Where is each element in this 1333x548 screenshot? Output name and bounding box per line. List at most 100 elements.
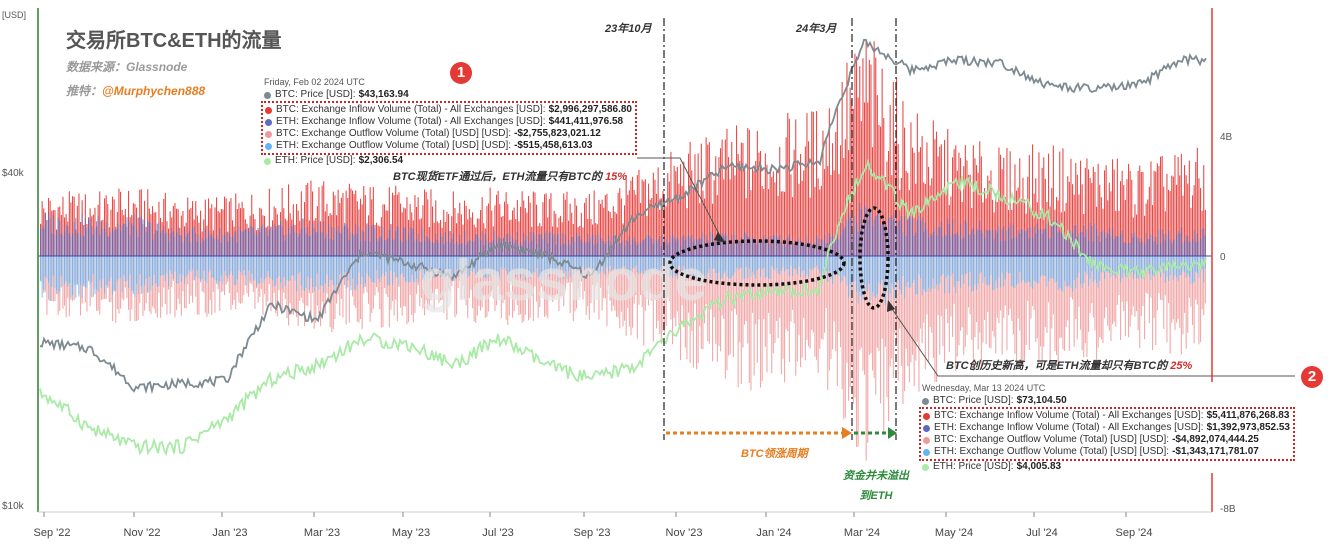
eth-outflow-bar [956, 256, 958, 282]
btc-inflow-bar [1142, 172, 1144, 256]
btc-outflow-bar [660, 256, 662, 344]
eth-outflow-bar [654, 256, 656, 273]
eth-inflow-bar [412, 229, 414, 256]
eth-inflow-bar [1131, 233, 1133, 256]
eth-outflow-bar [49, 256, 51, 302]
btc-outflow-bar [723, 256, 725, 319]
btc-inflow-bar [1009, 151, 1011, 256]
eth-outflow-bar [137, 256, 139, 295]
btc-outflow-bar [294, 256, 296, 310]
btc-inflow-bar [281, 188, 283, 256]
eth-outflow-bar [731, 256, 733, 278]
tooltip-value: -$515,458,613.03 [514, 140, 593, 151]
btc-outflow-bar [470, 256, 472, 290]
eth-outflow-bar [460, 256, 462, 273]
eth-outflow-bar [977, 256, 979, 284]
btc-inflow-bar [988, 180, 990, 256]
btc-inflow-bar [521, 191, 523, 256]
eth-outflow-bar [939, 256, 941, 284]
eth-inflow-bar [1161, 229, 1163, 256]
btc-outflow-bar [699, 256, 701, 327]
eth-inflow-bar [1204, 235, 1206, 256]
btc-outflow-bar [796, 256, 798, 362]
eth-outflow-bar [380, 256, 382, 277]
eth-outflow-bar [761, 256, 763, 270]
btc-outflow-bar [456, 256, 458, 315]
eth-inflow-bar [961, 239, 963, 256]
btc-outflow-bar [1009, 256, 1011, 309]
eth-outflow-bar [974, 256, 976, 285]
btc-inflow-bar [500, 216, 502, 256]
btc-outflow-bar [99, 256, 101, 315]
btc-outflow-bar [371, 256, 373, 313]
eth-inflow-bar [644, 238, 646, 256]
eth-outflow-bar [625, 256, 627, 274]
eth-outflow-bar [305, 256, 307, 288]
eth-inflow-bar [486, 239, 488, 256]
btc-inflow-bar [787, 112, 789, 256]
btc-outflow-bar [916, 256, 918, 342]
btc-outflow-bar [1196, 256, 1198, 305]
eth-inflow-bar [56, 229, 58, 256]
btc-outflow-bar [1092, 256, 1094, 318]
eth-outflow-bar [430, 256, 432, 272]
btc-outflow-bar [1184, 256, 1186, 313]
eth-inflow-bar [652, 244, 654, 256]
eth-outflow-bar [788, 256, 790, 277]
eth-outflow-bar [99, 256, 101, 281]
eth-inflow-bar [251, 227, 253, 256]
eth-outflow-bar [752, 256, 754, 272]
btc-inflow-bar [459, 202, 461, 256]
eth-inflow-bar [145, 231, 147, 256]
eth-outflow-bar [598, 256, 600, 278]
btc-inflow-bar [763, 188, 765, 256]
btc-inflow-bar [648, 183, 650, 256]
eth-inflow-bar [577, 236, 579, 256]
eth-inflow-bar [920, 221, 922, 256]
eth-outflow-bar [795, 256, 797, 270]
eth-outflow-bar [627, 256, 629, 270]
eth-inflow-bar [548, 232, 550, 256]
btc-inflow-bar [860, 121, 862, 256]
eth-inflow-bar [243, 230, 245, 256]
eth-outflow-bar [345, 256, 347, 289]
eth-inflow-bar [600, 237, 602, 256]
eth-inflow-bar [497, 236, 499, 256]
btc-outflow-bar [414, 256, 416, 314]
btc-outflow-bar [316, 256, 318, 306]
btc-outflow-bar [1126, 256, 1128, 302]
eth-inflow-bar [1134, 232, 1136, 256]
btc-inflow-bar [980, 156, 982, 256]
eth-outflow-bar [1161, 256, 1163, 269]
btc-inflow-bar [812, 111, 814, 257]
eth-inflow-bar [1177, 231, 1179, 256]
eth-inflow-bar [449, 242, 451, 256]
btc-outflow-bar [838, 256, 840, 332]
eth-outflow-bar [115, 256, 117, 291]
eth-outflow-bar [878, 256, 880, 284]
eth-inflow-bar [793, 243, 795, 256]
eth-outflow-bar [187, 256, 189, 275]
btc-outflow-bar [947, 256, 949, 324]
eth-inflow-bar [873, 219, 875, 256]
eth-inflow-bar [121, 225, 123, 256]
btc-inflow-bar [190, 207, 192, 256]
eth-outflow-bar [609, 256, 611, 266]
btc-outflow-bar [945, 256, 947, 310]
eth-inflow-bar [196, 241, 198, 256]
eth-outflow-bar [176, 256, 178, 284]
btc-inflow-bar [710, 172, 712, 256]
btc-inflow-bar [777, 196, 779, 256]
btc-outflow-bar [1099, 256, 1101, 338]
eth-outflow-bar [196, 256, 198, 271]
btc-outflow-bar [715, 256, 717, 344]
tooltip-value: $441,411,976.58 [548, 116, 624, 127]
btc-outflow-bar [963, 256, 965, 355]
btc-outflow-bar [492, 256, 494, 299]
eth-inflow-bar [963, 237, 965, 256]
eth-outflow-bar [684, 256, 686, 277]
btc-inflow-bar [268, 188, 270, 256]
btc-outflow-bar [846, 256, 848, 363]
eth-outflow-bar [937, 256, 939, 291]
btc-inflow-bar [472, 212, 474, 256]
